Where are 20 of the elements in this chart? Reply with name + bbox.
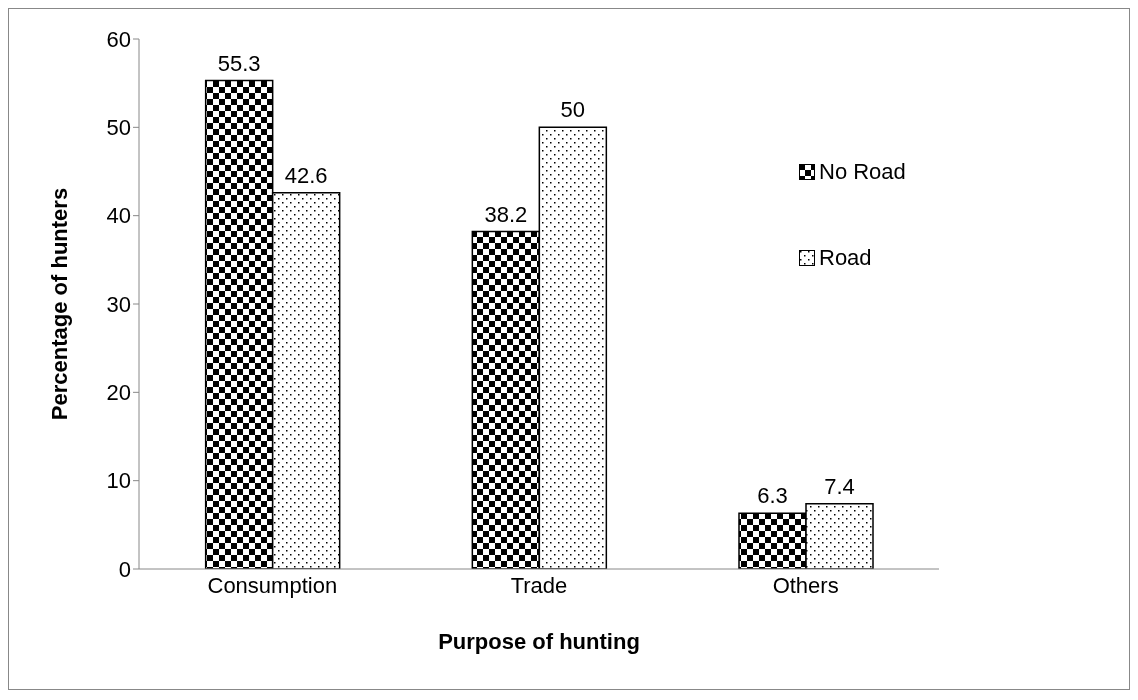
y-axis-title: Percentage of hunters: [46, 187, 72, 421]
data-label: 42.6: [284, 162, 328, 188]
y-tick-label: 40: [106, 203, 131, 229]
x-axis-title: Purpose of hunting: [438, 629, 640, 654]
y-tick-label: 10: [106, 468, 131, 494]
legend-label: No Road: [819, 159, 906, 185]
data-label: 6.3: [757, 483, 788, 509]
y-tick-label: 30: [106, 291, 131, 317]
x-tick-label: Others: [772, 572, 839, 598]
y-tick-label: 0: [118, 556, 131, 582]
x-tick-label: Trade: [510, 572, 568, 598]
data-label: 7.4: [824, 473, 855, 499]
x-tick-label: Consumption: [207, 572, 338, 598]
data-label: 55.3: [217, 50, 261, 76]
y-tick-label: 60: [106, 26, 131, 52]
y-tick-label: 50: [106, 115, 131, 141]
legend-label: Road: [819, 245, 872, 271]
data-label: 38.2: [484, 201, 528, 227]
y-tick-label: 20: [106, 380, 131, 406]
data-label: 50: [560, 97, 586, 123]
